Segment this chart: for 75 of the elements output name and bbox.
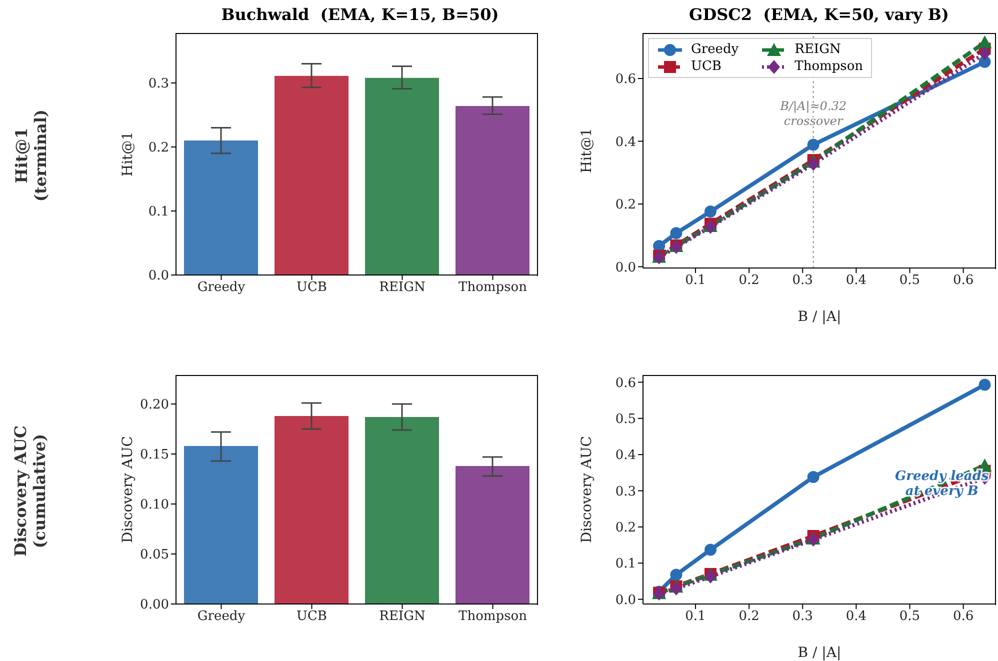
x-tick-label: 0.4 — [846, 609, 867, 624]
y-tick-label: 0.20 — [140, 398, 169, 413]
y-tick-label: 0.6 — [615, 72, 636, 88]
x-tick-label: REIGN — [379, 280, 426, 296]
y-tick-label: 0.0 — [615, 592, 636, 608]
point — [807, 156, 820, 171]
y-tick-label: 0.0 — [615, 260, 636, 276]
y-tick-label: 0.10 — [140, 498, 169, 513]
x-tick-label: 0.6 — [952, 273, 974, 288]
y-tick-label: 0.1 — [615, 556, 636, 572]
point — [807, 471, 820, 484]
y-tick-label: 0.15 — [140, 448, 169, 463]
x-axis-title: B / |A| — [798, 309, 842, 325]
x-tick-label: UCB — [296, 280, 327, 296]
x-tick-label: UCB — [296, 609, 327, 624]
y-tick-label: 0.0 — [148, 268, 169, 284]
x-tick-label: 0.3 — [792, 609, 813, 624]
y-tick-label: 0.3 — [615, 484, 636, 500]
legend-label: Greedy — [691, 42, 739, 57]
y-tick-label: 0.1 — [148, 204, 169, 220]
y-tick-label: 0.5 — [615, 412, 636, 428]
x-tick-label: 0.5 — [899, 609, 920, 624]
point — [704, 570, 716, 584]
x-tick-label: 0.2 — [738, 609, 760, 624]
x-tick-label: Thompson — [458, 609, 528, 624]
x-tick-label: REIGN — [379, 609, 426, 624]
y-tick-label: 0.2 — [615, 520, 636, 536]
y-tick-label: 0.4 — [615, 134, 636, 150]
x-tick-label: 0.5 — [899, 273, 920, 288]
bar — [365, 417, 439, 604]
x-tick-label: 0.1 — [685, 273, 706, 288]
x-tick-label: 0.6 — [952, 609, 974, 624]
bar — [184, 140, 258, 275]
y-tick-label: 0.4 — [615, 448, 636, 464]
point — [704, 206, 716, 218]
point — [978, 378, 991, 391]
bar — [274, 76, 348, 275]
bar — [456, 106, 530, 275]
point — [670, 568, 682, 581]
bar — [184, 446, 258, 604]
point — [670, 227, 682, 240]
legend-label: Thompson — [794, 59, 864, 74]
bar — [365, 78, 439, 275]
x-axis-title: B / |A| — [798, 645, 842, 661]
point — [704, 544, 716, 556]
x-tick-label: Greedy — [197, 609, 246, 624]
y-axis-title: Discovery AUC — [578, 436, 595, 544]
x-tick-label: 0.2 — [738, 273, 760, 288]
x-tick-label: 0.3 — [792, 273, 813, 288]
y-tick-label: 0.00 — [140, 598, 169, 613]
chart-title: GDSC2 (EMA, K=50, vary B) — [688, 5, 950, 24]
y-tick-label: 0.05 — [140, 548, 169, 563]
y-axis-title: Hit@1 — [120, 131, 136, 177]
y-tick-label: 0.6 — [615, 376, 636, 391]
annotation: B/|A|≈0.32 crossover — [779, 98, 847, 128]
point — [978, 35, 992, 48]
chart-title: Buchwald (EMA, K=15, B=50) — [220, 5, 500, 24]
x-tick-label: 0.1 — [685, 609, 706, 624]
x-tick-label: Thompson — [458, 280, 528, 296]
legend-label: REIGN — [794, 42, 841, 57]
y-axis-title: Discovery AUC — [120, 436, 136, 544]
x-tick-label: Greedy — [197, 280, 246, 296]
y-tick-label: 0.2 — [148, 140, 169, 156]
y-axis-title: Hit@1 — [578, 128, 595, 174]
text: Hit@1 (terminal) — [11, 109, 49, 202]
bar — [274, 416, 348, 604]
point — [670, 581, 682, 596]
bar — [456, 466, 530, 604]
x-tick-label: 0.4 — [846, 273, 867, 288]
legend-label: UCB — [691, 59, 722, 74]
y-tick-label: 0.2 — [615, 198, 636, 213]
text: Discovery AUC (cumulative) — [11, 425, 49, 557]
point — [978, 46, 991, 60]
point — [807, 138, 820, 151]
y-tick-label: 0.3 — [148, 76, 169, 92]
